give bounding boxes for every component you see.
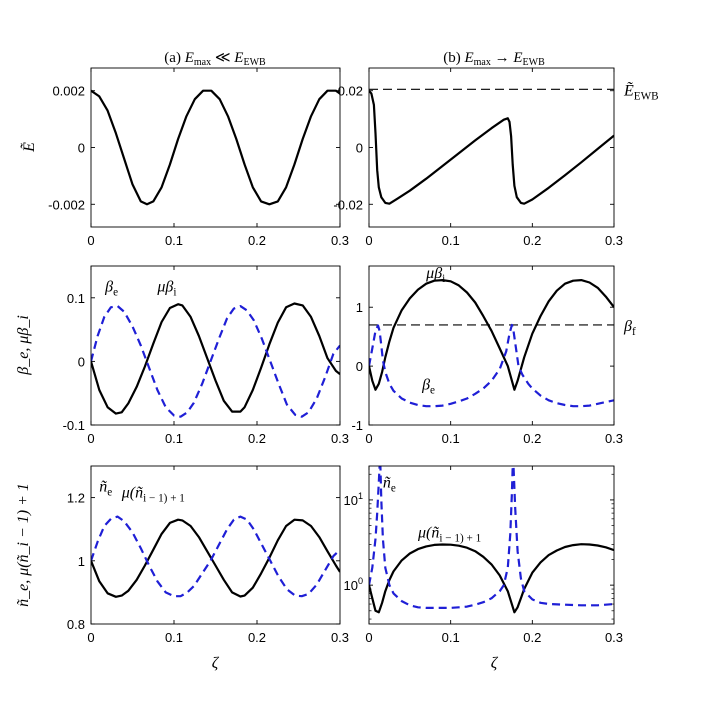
- series-line-a2-i: [91, 302, 340, 415]
- annotation-a2-1: μβi​: [156, 278, 176, 298]
- x-tick-label-b1: 0.2: [523, 233, 541, 248]
- x-tick-label-b1: 0.1: [442, 233, 460, 248]
- series-line-a2-e: [91, 305, 340, 418]
- y-tick-label-a1: 0: [78, 141, 85, 156]
- y-tick-label-a1: 0.002: [52, 84, 85, 99]
- annotation-b2-1: βe​: [421, 377, 435, 397]
- y-tick-label-a3: 1.2: [67, 491, 85, 506]
- x-tick-label-a2: 0.3: [331, 431, 349, 446]
- row-label-1: Ẽ: [20, 142, 38, 153]
- series-group-a1: [91, 89, 340, 206]
- series-group-b2: [369, 279, 614, 408]
- axes-frame-a1: [90, 67, 341, 228]
- series-group-a3: [91, 515, 340, 598]
- axes-frame-a2: [90, 265, 341, 426]
- panel-a2: 00.10.20.30.10-0.1βe​μβi​: [63, 265, 349, 446]
- annotation-a3-0: ñe​: [99, 478, 112, 498]
- x-tick-label-b2: 0.1: [442, 431, 460, 446]
- x-tick-label-b3: 0: [365, 630, 372, 645]
- x-tick-label-a3: 0: [87, 630, 94, 645]
- reference-label-b2: βf​: [623, 318, 636, 338]
- series-line-b3-i11: [369, 543, 614, 614]
- series-line-b2-e: [369, 323, 614, 408]
- x-tick-label-b3: 0.3: [605, 630, 623, 645]
- annotation-b2-0: μβi​: [425, 265, 445, 285]
- x-tick-label-a2: 0.2: [248, 431, 266, 446]
- xlabel-b: ζ: [491, 655, 499, 672]
- y-tick-label-a3: 0.8: [67, 617, 85, 632]
- series-line-a3-i11: [91, 518, 340, 598]
- y-tick-label-b1: 0.02: [338, 84, 363, 99]
- column-title-a: (a) Emax ≪ EEWB: [164, 50, 266, 68]
- x-tick-label-b2: 0.3: [605, 431, 623, 446]
- y-tick-label-a1: -0.002: [48, 197, 85, 212]
- x-tick-label-a1: 0.2: [248, 233, 266, 248]
- y-tick-label-b2: 0: [356, 359, 363, 374]
- series-line-b3-e: [369, 466, 614, 609]
- y-tick-label-a2: 0.1: [67, 291, 85, 306]
- y-tick-label-a2: -0.1: [63, 418, 85, 433]
- series-line-b1-0: [369, 89, 614, 205]
- x-tick-label-a3: 0.2: [248, 630, 266, 645]
- x-tick-label-a1: 0.1: [165, 233, 183, 248]
- annotation-a3-1: μ(ñi − 1) + 1​: [121, 485, 185, 505]
- annotation-b3-1: μ(ñi − 1) + 1​: [417, 525, 481, 545]
- x-tick-label-b1: 0: [365, 233, 372, 248]
- panel-a3: 0 0.1 0.2 0.3 1.2 1 0.8 ñe​ μ(ñi − 1) + 1​: [67, 465, 349, 645]
- x-tick-label-b3: 0.1: [442, 630, 460, 645]
- reference-label-b1: ẼEWB​: [623, 81, 659, 102]
- row-label-2: β_e, μβ_i: [15, 315, 32, 376]
- y-tick-label-b3: 100​: [343, 576, 363, 593]
- series-group-b3: [369, 466, 614, 614]
- x-tick-label-a2: 0: [87, 431, 94, 446]
- axes-frame-b2: [368, 265, 615, 426]
- x-tick-label-b2: 0.2: [523, 431, 541, 446]
- y-tick-label-b1: 0: [356, 141, 363, 156]
- x-tick-label-b2: 0: [365, 431, 372, 446]
- annotation-a2-0: βe​: [104, 278, 118, 298]
- x-tick-label-b1: 0.3: [605, 233, 623, 248]
- row-label-3: ñ_e, μ(ñ_i − 1) + 1: [15, 483, 32, 607]
- x-tick-label-a1: 0: [87, 233, 94, 248]
- panel-b3: 0 0.1 0.2 0.3 101​ 100​ ñe​ μ(ñi − 1) + 1​: [343, 465, 623, 645]
- axes-frame-a3: [90, 465, 341, 625]
- series-line-a1-0: [91, 89, 340, 206]
- xlabel-a: ζ: [212, 655, 220, 672]
- axes-frame-b1: [368, 67, 615, 228]
- x-tick-label-b3: 0.2: [523, 630, 541, 645]
- series-line-a3-e: [91, 515, 340, 598]
- y-tick-label-a3: 1: [78, 554, 85, 569]
- x-tick-label-a1: 0.3: [331, 233, 349, 248]
- y-tick-label-b3: 101​: [343, 491, 363, 508]
- panel-a1: 0 0.1 0.2 0.3 0.002 0 -0.002: [48, 67, 349, 248]
- y-tick-label-b2: -1: [351, 418, 363, 433]
- series-group-b1: [369, 89, 614, 205]
- column-title-b: (b) Emax → EEWB: [443, 50, 545, 68]
- panel-b1: ẼEWB​ 0 0.1 0.2 0.3 0.02 0 -0.02: [333, 67, 659, 248]
- y-tick-label-a2: 0: [78, 354, 85, 369]
- x-tick-label-a3: 0.3: [331, 630, 349, 645]
- x-tick-label-a3: 0.1: [165, 630, 183, 645]
- x-tick-label-a2: 0.1: [165, 431, 183, 446]
- series-line-b2-i: [369, 279, 614, 391]
- series-group-a2: [91, 302, 340, 418]
- axes-frame-b3: [368, 465, 615, 625]
- y-tick-label-b1: -0.02: [333, 197, 363, 212]
- y-tick-label-b2: 1: [356, 300, 363, 315]
- annotation-b3-0: ñe​: [383, 474, 396, 494]
